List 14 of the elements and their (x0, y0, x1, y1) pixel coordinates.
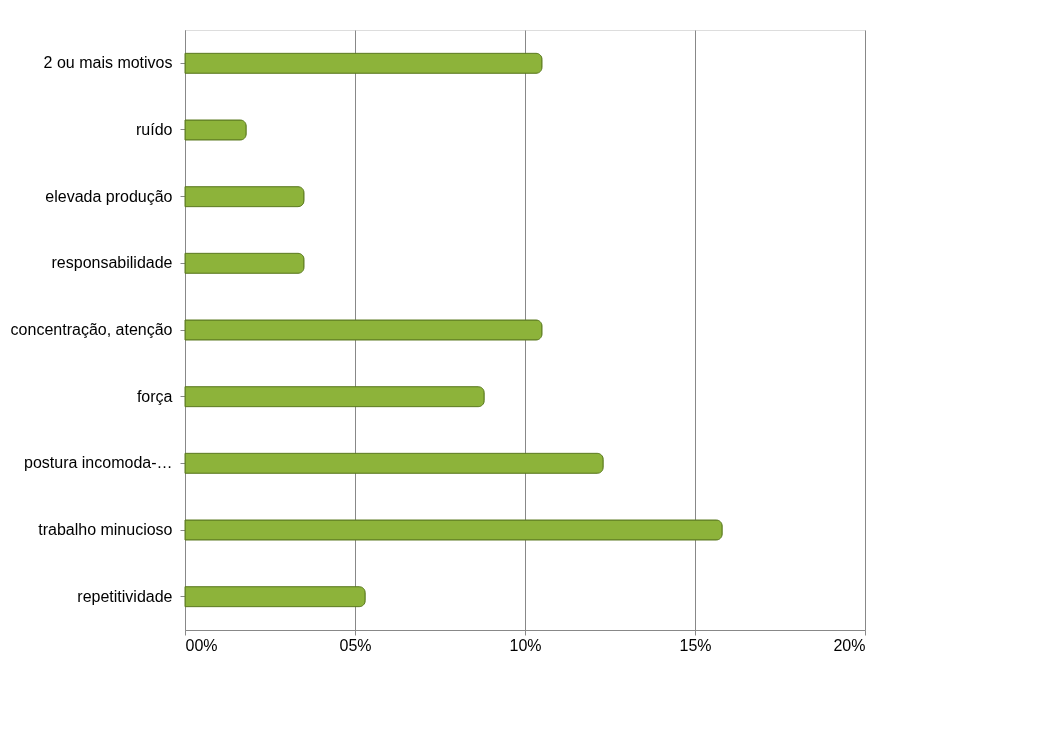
x-tick-label: 15% (679, 636, 712, 654)
y-tick-label: ruído (136, 121, 173, 138)
x-tick-label: 20% (833, 636, 866, 654)
y-tick-label: trabalho minucioso (38, 521, 173, 538)
x-tick-label: 05% (339, 636, 372, 654)
y-tick-label: responsabilidade (51, 254, 173, 272)
y-tick-label: concentração, atenção (10, 321, 173, 338)
y-tick-label: 2 ou mais motivos (43, 54, 173, 72)
y-tick-label: postura incomoda-… (23, 454, 173, 472)
x-tick-label: 10% (509, 636, 542, 654)
y-tick-label: elevada produção (45, 187, 173, 205)
x-tick-label: 00% (185, 636, 218, 654)
y-tick-label: força (136, 387, 173, 405)
y-tick-label: repetitividade (77, 587, 173, 605)
